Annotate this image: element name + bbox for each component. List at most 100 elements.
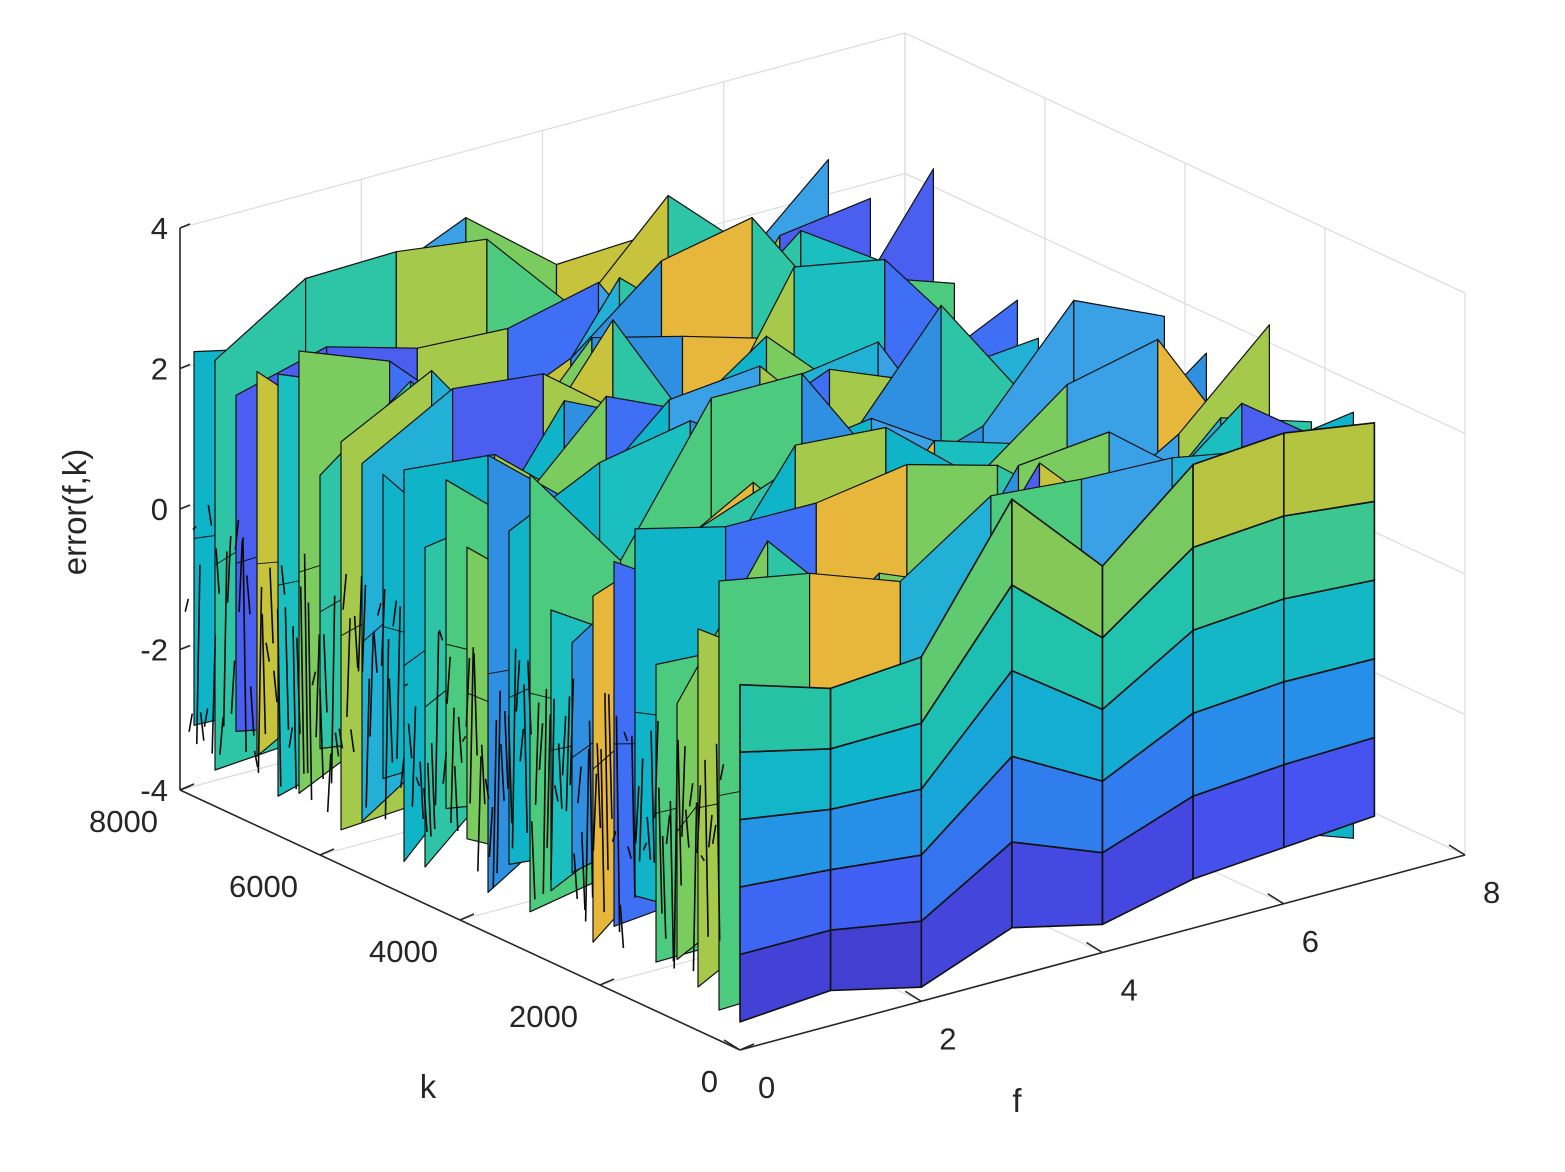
mesh-line — [442, 751, 448, 784]
mesh-line — [211, 635, 217, 754]
f-tick — [904, 990, 922, 1002]
mesh-line — [357, 576, 363, 672]
mesh-line — [627, 846, 632, 859]
mesh-line — [519, 728, 525, 762]
surface-patch — [1283, 421, 1376, 517]
z-tick — [179, 223, 191, 229]
y-axis-label: k — [420, 1068, 437, 1105]
mesh-line — [323, 634, 328, 713]
mesh-line — [684, 809, 690, 848]
mesh-line — [376, 603, 382, 616]
f-tick-label: 6 — [1302, 924, 1319, 959]
mesh-line — [373, 631, 378, 673]
mesh-line — [527, 660, 532, 735]
k-tick-label: 2000 — [509, 999, 578, 1034]
mesh-line — [384, 639, 390, 820]
mesh-line — [319, 688, 324, 780]
mesh-line — [242, 537, 247, 752]
mesh-line — [631, 735, 636, 898]
mesh-line — [588, 720, 594, 898]
f-tick-label: 8 — [1483, 875, 1500, 910]
k-tick — [739, 1043, 755, 1051]
mesh-line — [311, 671, 317, 686]
mesh-line — [600, 748, 605, 913]
mesh-line — [415, 776, 421, 787]
z-axis-label: error(f,k) — [56, 449, 93, 576]
mesh-line — [400, 756, 405, 788]
mesh-line — [369, 634, 374, 737]
mesh-line — [569, 678, 575, 786]
surface-patch — [1011, 841, 1104, 929]
mesh-line — [226, 535, 232, 603]
mesh-line — [438, 630, 444, 641]
mesh-line — [619, 904, 625, 949]
mesh-line — [380, 588, 386, 666]
mesh-line — [607, 694, 613, 819]
mesh-line — [550, 698, 555, 880]
mesh-line — [349, 729, 355, 753]
mesh-line — [192, 525, 197, 531]
mesh-line — [261, 613, 267, 735]
mesh-line — [465, 658, 471, 727]
mesh-line — [546, 714, 552, 848]
mesh-line — [492, 720, 498, 889]
mesh-line — [592, 773, 598, 852]
mesh-line — [257, 586, 263, 773]
mesh-line — [453, 766, 459, 831]
z-tick-label: 2 — [151, 352, 168, 387]
surface-mesh — [184, 158, 1376, 1023]
mesh-line — [665, 814, 671, 845]
mesh-line — [195, 564, 201, 745]
mesh-line — [657, 787, 663, 914]
mesh-line — [711, 824, 717, 844]
mesh-line — [342, 573, 348, 610]
mesh-line — [246, 575, 251, 615]
mesh-line — [480, 744, 486, 805]
mesh-line — [292, 626, 297, 790]
mesh-line — [215, 548, 220, 594]
mesh-line — [669, 800, 675, 962]
mesh-line — [330, 595, 336, 784]
mesh-line — [488, 807, 494, 857]
mesh-line — [361, 584, 367, 673]
mesh-line — [249, 686, 255, 736]
mesh-line — [561, 715, 567, 776]
mesh-line — [681, 746, 686, 837]
z-tick-label: 0 — [151, 492, 168, 527]
mesh-line — [238, 540, 244, 612]
mesh-line — [430, 743, 436, 830]
mesh-line — [604, 692, 609, 871]
mesh-line — [538, 723, 544, 771]
x-axis-label: f — [1012, 1082, 1022, 1119]
mesh-line — [296, 637, 301, 734]
k-tick-label: 6000 — [229, 869, 298, 904]
mesh-line — [188, 713, 194, 732]
mesh-line — [419, 761, 425, 820]
mesh-line — [700, 855, 705, 862]
mesh-line — [692, 802, 698, 972]
mesh-line — [677, 739, 682, 886]
mesh-line — [477, 756, 482, 872]
k-tick — [319, 848, 335, 856]
mesh-line — [184, 598, 190, 612]
mesh-line — [326, 753, 332, 813]
mesh-line — [269, 567, 274, 644]
mesh-line — [353, 616, 359, 669]
mesh-line — [426, 762, 432, 837]
mesh-line — [638, 758, 644, 862]
f-tick-label: 4 — [1121, 973, 1138, 1008]
mesh-line — [623, 731, 629, 742]
surface-patch — [739, 683, 832, 753]
z-tick — [179, 363, 191, 370]
mesh-line — [446, 656, 451, 704]
mesh-line — [346, 618, 351, 717]
mesh-line — [411, 706, 417, 807]
mesh-line — [230, 660, 236, 714]
mesh-line — [284, 607, 290, 730]
mesh-line — [654, 720, 659, 819]
mesh-line — [484, 778, 490, 800]
mesh-line — [265, 642, 271, 662]
mesh-line — [199, 712, 205, 741]
z-tick-label: 4 — [151, 211, 168, 246]
